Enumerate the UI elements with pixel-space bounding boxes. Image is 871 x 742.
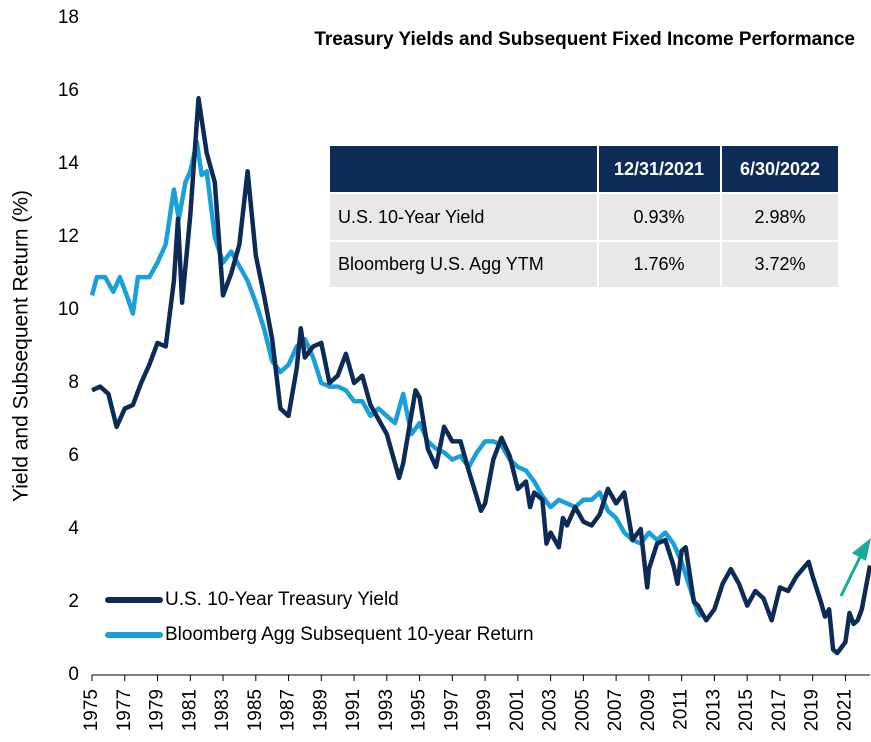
table-header-cell xyxy=(330,146,597,192)
y-tick-label: 16 xyxy=(58,80,79,101)
x-tick-label: 1991 xyxy=(343,689,364,731)
series-line xyxy=(91,96,871,656)
table-header-cell xyxy=(599,146,720,192)
table-cell xyxy=(599,194,720,240)
legend-label: U.S. 10-Year Treasury Yield xyxy=(165,589,399,610)
y-tick-label: 6 xyxy=(68,445,79,466)
x-tick-label: 2007 xyxy=(605,689,626,731)
table-cell xyxy=(722,242,838,287)
table-value: 2.98% xyxy=(754,207,805,227)
table-value: 0.93% xyxy=(633,207,684,227)
table-cell xyxy=(330,194,597,240)
table-row-label: U.S. 10-Year Yield xyxy=(338,207,484,227)
x-tick-label: 2015 xyxy=(736,689,757,731)
x-tick-label: 1975 xyxy=(81,689,102,731)
x-tick-label: 2021 xyxy=(834,689,855,731)
table-cell xyxy=(599,242,720,287)
y-axis-label: Yield and Subsequent Return (%) xyxy=(10,190,33,502)
y-tick-label: 8 xyxy=(68,372,79,393)
x-tick-label: 1977 xyxy=(114,689,135,731)
x-tick-label: 1989 xyxy=(310,689,331,731)
arrow-annotation xyxy=(839,538,871,597)
table-header: 12/31/2021 xyxy=(614,159,704,179)
x-tick-label: 1987 xyxy=(278,689,299,731)
y-tick-label: 4 xyxy=(68,518,79,539)
legend-label: Bloomberg Agg Subsequent 10-year Return xyxy=(165,624,534,645)
chart-title: Treasury Yields and Subsequent Fixed Inc… xyxy=(314,29,855,50)
x-tick-label: 2019 xyxy=(802,689,823,731)
y-tick-label: 18 xyxy=(58,7,79,28)
x-tick-label: 2011 xyxy=(671,689,692,730)
table-row-label: Bloomberg U.S. Agg YTM xyxy=(338,254,544,274)
y-tick-label: 12 xyxy=(58,226,79,247)
table-cell xyxy=(722,194,838,240)
x-tick-label: 1997 xyxy=(441,689,462,731)
y-tick-label: 14 xyxy=(58,153,80,174)
x-tick-label: 2003 xyxy=(540,689,561,731)
x-tick-label: 1985 xyxy=(245,689,266,731)
table-cell xyxy=(330,242,597,287)
y-tick-label: 0 xyxy=(68,664,79,685)
table-header: 6/30/2022 xyxy=(740,159,820,179)
x-tick-label: 1981 xyxy=(179,689,200,731)
x-tick-label: 1979 xyxy=(147,689,168,731)
x-tick-label: 1983 xyxy=(212,689,233,731)
table-header-cell xyxy=(722,146,838,192)
table-value: 1.76% xyxy=(633,254,684,274)
table-value: 3.72% xyxy=(754,254,805,274)
arrow-head xyxy=(852,538,871,561)
x-tick-label: 1995 xyxy=(409,689,430,731)
arrow-shaft xyxy=(839,552,864,597)
x-tick-label: 2009 xyxy=(638,689,659,731)
x-tick-label: 2001 xyxy=(507,689,528,731)
x-tick-label: 2017 xyxy=(769,689,790,731)
y-tick-label: 10 xyxy=(58,299,79,320)
table: 12/31/2021 6/30/2022 U.S. 10-Year Yield … xyxy=(58,7,871,731)
x-tick-label: 1999 xyxy=(474,689,495,731)
x-tick-label: 2005 xyxy=(572,689,593,731)
series-line xyxy=(89,139,703,619)
x-tick-label: 1993 xyxy=(376,689,397,731)
x-tick-label: 2013 xyxy=(703,689,724,731)
y-tick-label: 2 xyxy=(68,591,79,612)
